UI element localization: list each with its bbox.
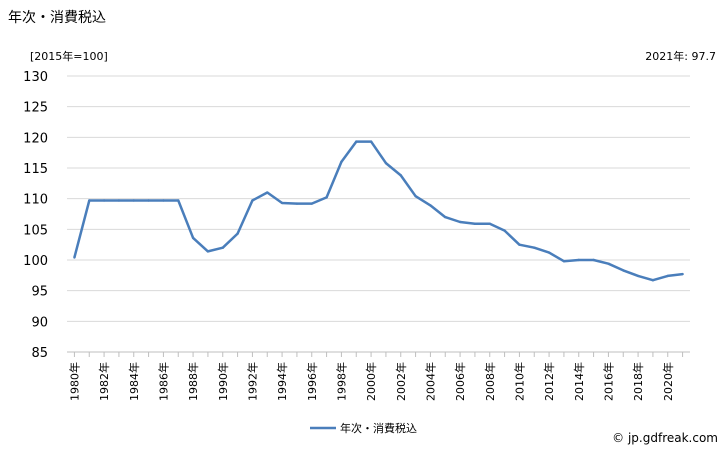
data-point	[518, 243, 521, 246]
x-tick-label: 1980年	[67, 362, 81, 401]
y-tick-label: 120	[23, 131, 48, 146]
x-tick-label: 1998年	[334, 362, 348, 401]
legend: 年次・消費税込	[310, 421, 417, 435]
grid-lines	[67, 75, 690, 322]
x-tick-label: 1988年	[186, 362, 200, 401]
x-tick-label: 2020年	[661, 362, 675, 401]
data-point	[310, 202, 313, 205]
x-tick-label: 2008年	[483, 362, 497, 401]
y-tick-label: 90	[31, 315, 48, 330]
data-point	[533, 246, 536, 249]
data-point	[503, 229, 506, 232]
data-point	[384, 161, 388, 165]
x-tick-label: 1994年	[275, 362, 289, 401]
x-tick-label: 2006年	[453, 362, 467, 401]
y-tick-label: 95	[31, 285, 48, 300]
x-tick-label: 1996年	[305, 362, 319, 401]
y-tick-label: 105	[23, 223, 48, 238]
x-tick-label: 1982年	[97, 362, 111, 401]
x-tick-label: 1984年	[127, 362, 141, 401]
data-point	[577, 258, 580, 262]
unit-label: [2015年=100]	[30, 49, 108, 63]
data-point	[369, 140, 373, 143]
series-line-group	[73, 140, 684, 282]
data-point	[102, 199, 106, 202]
latest-value-annotation: 2021年: 97.7	[645, 49, 716, 63]
data-point	[473, 222, 477, 226]
y-tick-label: 130	[23, 70, 48, 85]
x-tick-label: 2002年	[394, 362, 408, 401]
data-point	[88, 199, 91, 202]
x-tick-label: 1986年	[156, 362, 170, 401]
data-point	[236, 232, 239, 235]
data-point	[399, 174, 402, 177]
x-tick-label: 1992年	[245, 362, 259, 401]
x-tick-label: 2000年	[364, 362, 378, 401]
data-point	[162, 199, 165, 202]
data-point	[355, 140, 358, 143]
x-tick-label: 2018年	[631, 362, 645, 401]
data-point	[251, 199, 254, 202]
x-tick-label: 2014年	[572, 362, 586, 401]
series-line	[73, 140, 683, 282]
y-tick-label: 85	[31, 346, 48, 361]
data-point	[73, 256, 76, 259]
data-point	[340, 160, 343, 164]
data-point	[547, 251, 551, 254]
x-tick-label: 2004年	[423, 362, 437, 401]
data-point	[266, 191, 269, 194]
legend-label: 年次・消費税込	[340, 421, 417, 435]
data-point	[607, 262, 610, 265]
x-tick-label: 1990年	[216, 362, 230, 401]
data-point	[562, 260, 566, 263]
y-tick-label: 110	[23, 193, 48, 208]
data-point	[206, 250, 210, 253]
data-point	[117, 199, 121, 202]
data-point	[429, 204, 432, 207]
source-credit: © jp.gdfreak.com	[612, 431, 718, 445]
x-tick-label: 2016年	[601, 362, 615, 401]
data-point	[488, 222, 491, 226]
data-point	[147, 199, 150, 202]
x-axis: 1980年 1982年 1984年 1986年 1988年 1990年 1992年 1994年…	[67, 352, 684, 401]
data-point	[622, 269, 625, 272]
x-tick-label: 2012年	[542, 362, 556, 401]
data-point	[444, 215, 447, 219]
data-point	[221, 246, 224, 249]
y-tick-label: 115	[23, 162, 48, 177]
data-point	[414, 195, 417, 198]
x-tick-label: 2010年	[512, 362, 526, 401]
data-point	[666, 274, 669, 278]
data-point	[295, 202, 299, 205]
data-point	[177, 199, 180, 202]
data-point	[681, 272, 684, 276]
chart-title: 年次・消費税込	[8, 10, 106, 26]
y-tick-label: 125	[23, 101, 48, 116]
data-point	[325, 196, 328, 199]
data-point	[132, 199, 135, 202]
data-point	[458, 220, 462, 224]
data-point	[191, 236, 195, 240]
y-tick-label: 100	[23, 254, 48, 269]
data-point	[636, 274, 640, 278]
data-point	[651, 279, 655, 282]
data-point	[280, 201, 284, 205]
y-axis: 130 125 120 115 110 105 100 95 90 85	[23, 70, 690, 361]
data-point	[592, 258, 595, 262]
